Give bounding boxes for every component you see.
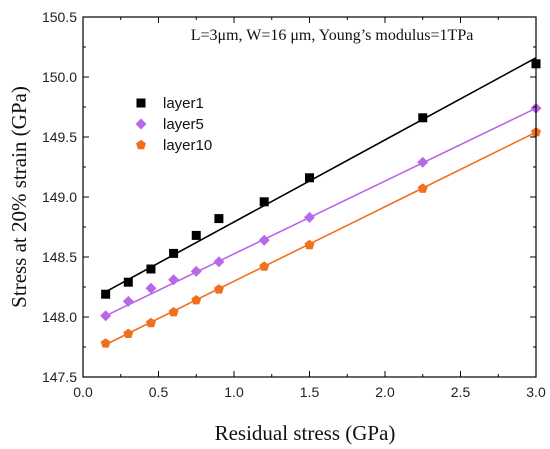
y-tick-label: 148.0 bbox=[42, 309, 77, 325]
x-tick-label: 1.5 bbox=[300, 384, 320, 400]
x-tick-label: 2.0 bbox=[375, 384, 395, 400]
y-tick-label: 150.0 bbox=[42, 69, 77, 85]
y-tick-label: 149.0 bbox=[42, 189, 77, 205]
layer10-point bbox=[191, 295, 202, 305]
x-tick-label: 1.0 bbox=[224, 384, 244, 400]
data-points bbox=[100, 59, 542, 348]
layer1-point bbox=[146, 264, 156, 274]
layer1-point bbox=[418, 113, 428, 123]
x-tick-label: 3.0 bbox=[526, 384, 546, 400]
legend-label-layer1: layer1 bbox=[163, 95, 204, 112]
layer5-point bbox=[213, 256, 225, 268]
layer10-point bbox=[417, 183, 428, 193]
layer5-point bbox=[417, 156, 429, 168]
layer10-point bbox=[259, 261, 270, 271]
x-tick-label: 2.5 bbox=[451, 384, 471, 400]
layer5-legend-marker bbox=[135, 118, 147, 130]
x-tick-label: 0.0 bbox=[73, 384, 93, 400]
layer5-point bbox=[100, 310, 112, 322]
layer1-point bbox=[259, 197, 269, 207]
layer1-legend-marker bbox=[136, 98, 146, 108]
layer10-point bbox=[304, 239, 315, 250]
layer10-point bbox=[146, 317, 156, 328]
y-axis-label: Stress at 20% strain (GPa) bbox=[7, 86, 31, 308]
y-tick-label: 149.5 bbox=[42, 129, 77, 145]
legend-label-layer5: layer5 bbox=[163, 116, 204, 133]
layer5-point bbox=[145, 282, 157, 294]
layer1-point bbox=[305, 173, 314, 183]
y-tick-label: 148.5 bbox=[42, 249, 77, 265]
axis-ticks bbox=[82, 16, 537, 378]
y-tick-label: 150.5 bbox=[42, 9, 77, 25]
layer5-point bbox=[304, 211, 315, 223]
layer5-point bbox=[258, 234, 270, 246]
layer1-point bbox=[214, 214, 224, 224]
chart-annotation: L=3μm, W=16 μm, Young’s modulus=1TPa bbox=[191, 27, 474, 44]
layer10-legend-marker bbox=[136, 139, 146, 150]
layer1-point bbox=[191, 230, 201, 240]
layer10-point bbox=[168, 307, 179, 317]
layer1-point bbox=[123, 277, 133, 287]
layer10-point bbox=[100, 338, 111, 348]
layer5-point bbox=[168, 274, 180, 286]
y-tick-label: 147.5 bbox=[42, 369, 77, 385]
layer5-point bbox=[122, 295, 134, 307]
legend: layer1 layer5 layer10 bbox=[135, 95, 212, 154]
tick-labels: 0.0 0.5 1.0 1.5 2.0 2.5 3.0 147.5 148.0 148.5 149.… bbox=[42, 9, 546, 400]
legend-label-layer10: layer10 bbox=[163, 137, 212, 154]
layer5-point bbox=[190, 265, 202, 277]
x-tick-label: 0.5 bbox=[149, 384, 169, 400]
layer10-point bbox=[123, 328, 134, 339]
layer1-point bbox=[169, 248, 179, 258]
layer1-point bbox=[101, 289, 111, 299]
layer10-point bbox=[213, 284, 224, 294]
layer10-fit-line bbox=[105, 131, 537, 346]
x-axis-label: Residual stress (GPa) bbox=[215, 421, 396, 445]
